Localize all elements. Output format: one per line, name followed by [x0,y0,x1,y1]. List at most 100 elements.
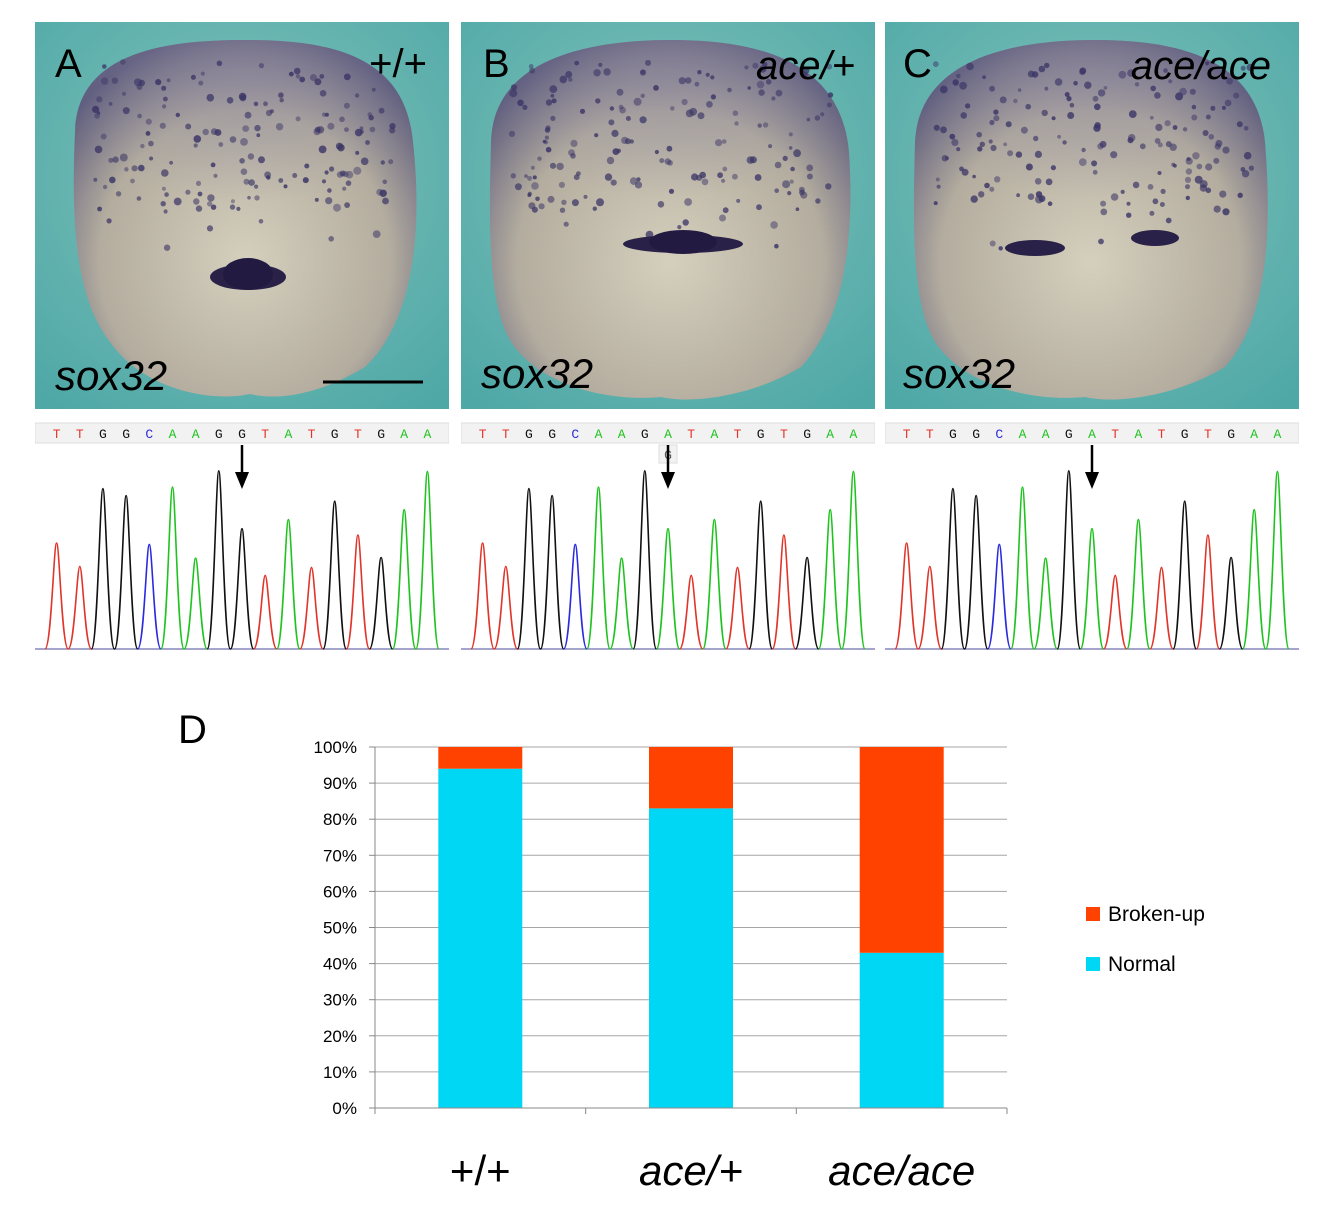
base-call: T [687,427,695,442]
trace-peak [794,556,820,650]
gene-label-c: sox32 [903,350,1016,397]
trace-peak [917,565,943,650]
base-call: C [995,427,1003,442]
trace-peak [415,470,440,650]
base-call: G [215,427,223,442]
trace-peak [963,494,989,650]
base-call: G [803,427,811,442]
legend-label: Broken-up [1108,903,1205,926]
mutation-arrow-icon [1085,445,1099,489]
trace-peak [1056,469,1082,650]
base-call: G [122,427,130,442]
embryo-photo-c: C ace/ace sox32 [885,22,1299,409]
genotype-label-c: ace/ace [1130,44,1271,88]
trace-peak [1241,508,1267,650]
y-tick-labels: 0% 10% 20% 30% 40% 50% 60% 70% 80% 90% 100% [314,738,357,1118]
base-call: A [423,427,431,442]
y-tick-label: 90% [323,774,357,793]
trace-peak [322,500,348,650]
trace-peak [67,565,93,650]
chromatogram-b: TTGGCAAGATATGTGAAG [461,422,875,650]
trace-peak [1218,556,1244,650]
bar-segment-normal [649,808,733,1108]
base-call: T [502,427,510,442]
base-call: T [261,427,269,442]
trace-peak [1126,518,1151,650]
bar-segment-broken-up [649,747,733,809]
y-tick-label: 80% [323,810,357,829]
x-tick-labels: +/+ ace/+ ace/ace [450,1147,975,1194]
trace-peak [1172,500,1198,650]
base-call: T [780,427,788,442]
base-call: A [710,427,718,442]
trace-peak [725,566,750,650]
base-call: A [1088,427,1096,442]
base-call: G [238,427,246,442]
base-call: G [1227,427,1235,442]
trace-peak [136,543,162,650]
trace-peak [391,508,417,650]
trace-peak [655,527,681,650]
trace-peak [986,543,1012,650]
base-call: A [1273,427,1281,442]
trace-peak [160,486,185,650]
mutation-arrow-icon [661,445,675,489]
x-tick-label: +/+ [450,1147,511,1194]
y-tick-label: 30% [323,991,357,1010]
trace-peak [345,534,371,650]
trace-peak [276,518,301,650]
panel-letter-b: B [483,42,510,86]
base-call: G [641,427,649,442]
trace-peak [1010,486,1035,650]
base-call: G [972,427,980,442]
y-tick-label: 20% [323,1027,357,1046]
base-call: G [949,427,957,442]
y-tick-label: 60% [323,882,357,901]
base-call: T [926,427,934,442]
base-call: C [145,427,153,442]
trace-peak [470,542,495,650]
trace-peak [1195,534,1221,650]
base-call: A [826,427,834,442]
mutation-arrow-icon [235,445,249,489]
base-call: A [1042,427,1050,442]
embryo-image-c [885,22,1299,409]
chart-legend: Broken-up Normal [1086,903,1205,976]
trace-peak [894,542,919,650]
base-call: T [354,427,362,442]
y-tick-label: 10% [323,1063,357,1082]
trace-peak [1149,566,1174,650]
trace-peak [113,494,139,650]
base-call: T [76,427,84,442]
trace-peak [44,542,69,650]
panel-letter-a: A [55,42,82,86]
base-call: G [331,427,339,442]
trace-peak [493,565,519,650]
genotype-label-a: +/+ [369,42,427,86]
bar-segment-broken-up [859,747,944,953]
base-call: T [1204,427,1212,442]
trace-peak [516,487,542,650]
base-call: T [1111,427,1119,442]
base-call: A [400,427,408,442]
trace-peak [562,543,588,650]
base-call: A [1250,427,1258,442]
bar-segment-normal [859,952,944,1108]
panel-b: B ace/+ sox32 TTGGCAAGATATGTGAAG [461,22,875,662]
trace-peak [539,494,565,650]
y-tick-label: 100% [314,738,357,757]
base-call: A [192,427,200,442]
base-call: G [377,427,385,442]
base-call: A [1134,427,1142,442]
base-call: C [571,427,579,442]
base-call: G [757,427,765,442]
base-call: T [1158,427,1166,442]
cell-speckles-a [92,59,396,251]
base-call: A [849,427,857,442]
y-tick-label: 70% [323,846,357,865]
cell-speckles-c [932,61,1254,251]
chart-bars [438,747,944,1108]
trace-peak [771,534,797,650]
